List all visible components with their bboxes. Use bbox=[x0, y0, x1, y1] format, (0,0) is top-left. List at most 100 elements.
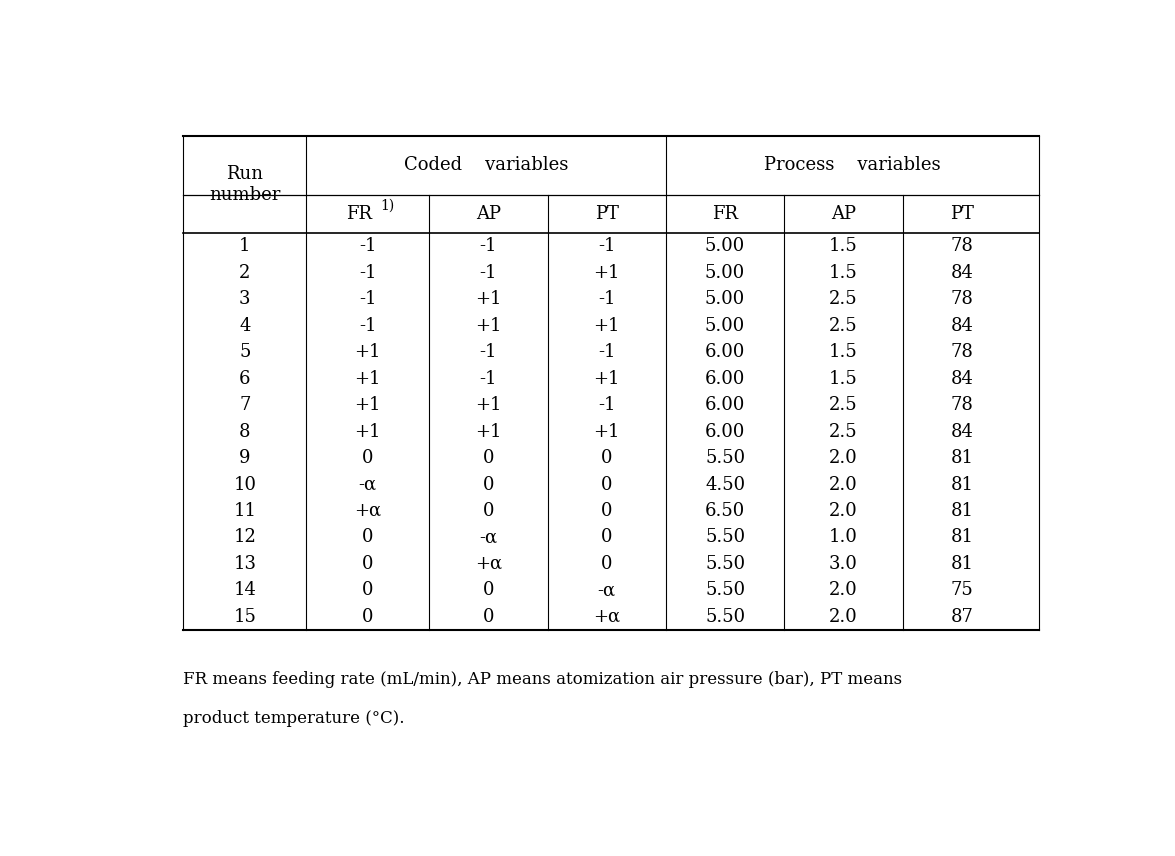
Text: 1.5: 1.5 bbox=[830, 343, 858, 361]
Text: 11: 11 bbox=[234, 502, 256, 520]
Text: 5: 5 bbox=[239, 343, 250, 361]
Text: PT: PT bbox=[595, 205, 619, 223]
Text: -1: -1 bbox=[479, 264, 497, 282]
Text: +α: +α bbox=[593, 608, 620, 626]
Text: Coded    variables: Coded variables bbox=[404, 157, 569, 175]
Text: 2.0: 2.0 bbox=[830, 581, 858, 599]
Text: 6.00: 6.00 bbox=[705, 343, 745, 361]
Text: +1: +1 bbox=[475, 423, 502, 441]
Text: 78: 78 bbox=[951, 237, 973, 255]
Text: 2.5: 2.5 bbox=[830, 317, 858, 335]
Text: 0: 0 bbox=[483, 502, 495, 520]
Text: 0: 0 bbox=[600, 449, 612, 467]
Text: 5.50: 5.50 bbox=[705, 608, 745, 626]
Text: -1: -1 bbox=[479, 237, 497, 255]
Text: 78: 78 bbox=[951, 290, 973, 308]
Text: +1: +1 bbox=[475, 396, 502, 414]
Text: -1: -1 bbox=[358, 317, 376, 335]
Text: 84: 84 bbox=[951, 317, 973, 335]
Text: Process    variables: Process variables bbox=[764, 157, 941, 175]
Text: +1: +1 bbox=[475, 290, 502, 308]
Text: 5.00: 5.00 bbox=[705, 264, 745, 282]
Text: AP: AP bbox=[831, 205, 857, 223]
Text: 0: 0 bbox=[483, 608, 495, 626]
Text: 0: 0 bbox=[483, 449, 495, 467]
Text: 13: 13 bbox=[234, 555, 256, 573]
Text: 0: 0 bbox=[362, 608, 374, 626]
Text: 0: 0 bbox=[600, 502, 612, 520]
Text: 81: 81 bbox=[951, 449, 973, 467]
Text: 0: 0 bbox=[483, 476, 495, 494]
Text: 81: 81 bbox=[951, 528, 973, 546]
Text: 87: 87 bbox=[951, 608, 973, 626]
Text: -1: -1 bbox=[598, 396, 616, 414]
Text: +1: +1 bbox=[593, 264, 620, 282]
Text: 0: 0 bbox=[362, 555, 374, 573]
Text: +1: +1 bbox=[355, 343, 381, 361]
Text: 2.5: 2.5 bbox=[830, 423, 858, 441]
Text: FR: FR bbox=[345, 205, 371, 223]
Text: -1: -1 bbox=[358, 290, 376, 308]
Text: 2.0: 2.0 bbox=[830, 476, 858, 494]
Text: 78: 78 bbox=[951, 343, 973, 361]
Text: +1: +1 bbox=[355, 423, 381, 441]
Text: 2.0: 2.0 bbox=[830, 449, 858, 467]
Text: 5.50: 5.50 bbox=[705, 581, 745, 599]
Text: 4: 4 bbox=[239, 317, 250, 335]
Text: 81: 81 bbox=[951, 476, 973, 494]
Text: 6.00: 6.00 bbox=[705, 396, 745, 414]
Text: 81: 81 bbox=[951, 555, 973, 573]
Text: 0: 0 bbox=[483, 581, 495, 599]
Text: -1: -1 bbox=[479, 370, 497, 388]
Text: 1): 1) bbox=[381, 199, 395, 212]
Text: 1.5: 1.5 bbox=[830, 264, 858, 282]
Text: Run
number: Run number bbox=[209, 165, 281, 204]
Text: 5.00: 5.00 bbox=[705, 317, 745, 335]
Text: FR means feeding rate (mL/min), AP means atomization air pressure (bar), PT mean: FR means feeding rate (mL/min), AP means… bbox=[183, 671, 902, 688]
Text: -1: -1 bbox=[358, 264, 376, 282]
Text: -α: -α bbox=[479, 528, 497, 546]
Text: 14: 14 bbox=[234, 581, 256, 599]
Text: 78: 78 bbox=[951, 396, 973, 414]
Text: +1: +1 bbox=[475, 317, 502, 335]
Text: 15: 15 bbox=[234, 608, 256, 626]
Text: +1: +1 bbox=[355, 396, 381, 414]
Text: 84: 84 bbox=[951, 423, 973, 441]
Text: -1: -1 bbox=[598, 343, 616, 361]
Text: 5.50: 5.50 bbox=[705, 555, 745, 573]
Text: 6: 6 bbox=[239, 370, 250, 388]
Text: 5.50: 5.50 bbox=[705, 449, 745, 467]
Text: 7: 7 bbox=[239, 396, 250, 414]
Text: 0: 0 bbox=[600, 476, 612, 494]
Text: +α: +α bbox=[354, 502, 381, 520]
Text: 1.0: 1.0 bbox=[830, 528, 858, 546]
Text: 6.00: 6.00 bbox=[705, 423, 745, 441]
Text: PT: PT bbox=[949, 205, 974, 223]
Text: 75: 75 bbox=[951, 581, 973, 599]
Text: 2.5: 2.5 bbox=[830, 290, 858, 308]
Text: 5.00: 5.00 bbox=[705, 237, 745, 255]
Text: +1: +1 bbox=[593, 317, 620, 335]
Text: 0: 0 bbox=[600, 528, 612, 546]
Text: 2: 2 bbox=[239, 264, 250, 282]
Text: -α: -α bbox=[358, 476, 377, 494]
Text: -1: -1 bbox=[598, 237, 616, 255]
Text: FR: FR bbox=[712, 205, 738, 223]
Text: 5.00: 5.00 bbox=[705, 290, 745, 308]
Text: 5.50: 5.50 bbox=[705, 528, 745, 546]
Text: 0: 0 bbox=[362, 528, 374, 546]
Text: 12: 12 bbox=[234, 528, 256, 546]
Text: 2.0: 2.0 bbox=[830, 502, 858, 520]
Text: 0: 0 bbox=[362, 449, 374, 467]
Text: 1.5: 1.5 bbox=[830, 237, 858, 255]
Text: 2.5: 2.5 bbox=[830, 396, 858, 414]
Text: -1: -1 bbox=[479, 343, 497, 361]
Text: 3.0: 3.0 bbox=[830, 555, 858, 573]
Text: -1: -1 bbox=[358, 237, 376, 255]
Text: 9: 9 bbox=[239, 449, 250, 467]
Text: AP: AP bbox=[476, 205, 501, 223]
Text: 1: 1 bbox=[239, 237, 250, 255]
Text: +1: +1 bbox=[355, 370, 381, 388]
Text: 81: 81 bbox=[951, 502, 973, 520]
Text: +1: +1 bbox=[593, 370, 620, 388]
